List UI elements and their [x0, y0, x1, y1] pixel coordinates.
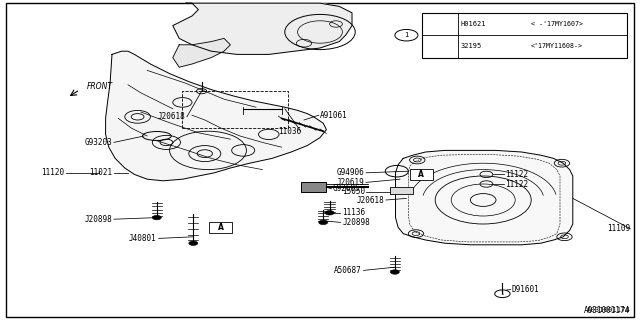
Text: FRONT: FRONT: [86, 82, 113, 91]
Text: G92605: G92605: [333, 184, 360, 193]
Bar: [182, 91, 288, 128]
Text: 11120: 11120: [41, 168, 64, 177]
Text: G93203: G93203: [84, 138, 112, 147]
Text: A50687: A50687: [334, 266, 362, 275]
Bar: [422, 13, 627, 58]
Text: 11122: 11122: [506, 170, 529, 179]
Text: A: A: [418, 170, 424, 179]
Text: J40801: J40801: [129, 234, 157, 243]
Bar: [301, 182, 326, 192]
Polygon shape: [173, 38, 230, 67]
Text: 11136: 11136: [342, 208, 365, 217]
Text: A031001174: A031001174: [584, 306, 630, 315]
Text: A91061: A91061: [320, 111, 348, 120]
Text: A031001174: A031001174: [587, 307, 630, 313]
Text: 11109: 11109: [607, 224, 630, 233]
Circle shape: [152, 215, 161, 220]
Text: J20898: J20898: [342, 218, 370, 227]
Text: J20619: J20619: [337, 178, 365, 187]
Text: 11021: 11021: [89, 168, 112, 177]
Text: <'17MY11608->: <'17MY11608->: [531, 44, 582, 49]
Bar: [209, 222, 232, 233]
Text: D91601: D91601: [512, 285, 540, 294]
Circle shape: [319, 220, 328, 225]
Bar: [390, 187, 413, 194]
Text: 11036: 11036: [278, 127, 301, 136]
Text: G94906: G94906: [337, 168, 365, 177]
Circle shape: [325, 211, 334, 215]
Text: J20618: J20618: [356, 196, 384, 204]
Text: 1: 1: [404, 32, 409, 38]
Polygon shape: [106, 51, 326, 181]
Text: < -'17MY1607>: < -'17MY1607>: [531, 21, 582, 27]
Text: A: A: [218, 223, 224, 232]
Text: 11122: 11122: [506, 180, 529, 188]
Text: J20898: J20898: [84, 215, 112, 224]
Text: J20618: J20618: [158, 112, 186, 121]
Circle shape: [390, 270, 399, 274]
Text: H01621: H01621: [460, 21, 486, 27]
Text: 32195: 32195: [460, 44, 481, 49]
Polygon shape: [396, 150, 573, 245]
Text: 1: 1: [500, 291, 504, 296]
Circle shape: [189, 241, 198, 245]
Polygon shape: [173, 3, 352, 54]
Bar: [410, 169, 433, 180]
Text: 15050: 15050: [342, 188, 365, 196]
